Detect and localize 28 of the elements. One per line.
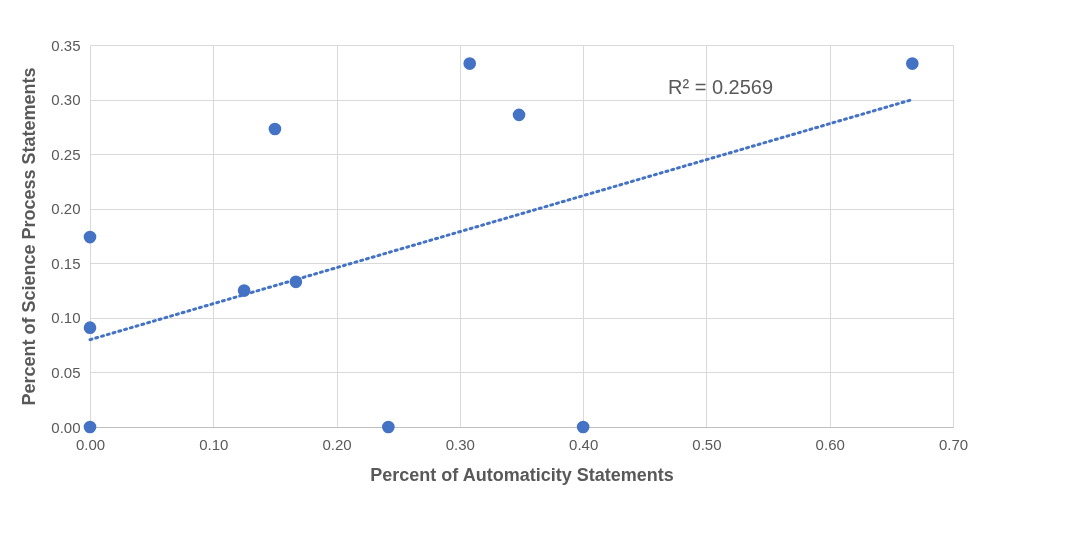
x-tick-label: 0.20 (322, 435, 352, 453)
point (382, 420, 395, 434)
x-tick-label: 0.40 (569, 435, 599, 453)
y-tick-label: 0.10 (51, 309, 81, 327)
point (83, 230, 97, 244)
y-tick-label: 0.15 (51, 254, 81, 272)
x-tick-label: 0.30 (445, 435, 475, 453)
y-tick-label: 0.25 (51, 145, 81, 163)
point (463, 57, 477, 70)
x-axis-title: Percent of Automaticity Statements (370, 464, 674, 485)
x-tick-label: 0.50 (692, 435, 722, 453)
y-tick-label: 0.20 (51, 200, 81, 218)
point (905, 57, 919, 70)
annotation: R² = 0.2569 (668, 76, 774, 98)
y-tick-label: 0.05 (51, 363, 81, 381)
x-tick-label: 0.00 (75, 435, 106, 453)
point (268, 122, 282, 136)
y-tick-label: 0.00 (51, 418, 81, 436)
point (576, 420, 590, 434)
point (83, 321, 97, 334)
y-tick-label: 0.35 (51, 36, 81, 54)
x-tick-label: 0.70 (938, 435, 969, 453)
x-tick-label: 0.60 (815, 435, 845, 453)
y-axis-title: Percent of Science Process Statements (19, 67, 40, 406)
x-tick-label: 0.10 (199, 435, 229, 453)
point (512, 108, 526, 122)
y-tick-label: 0.30 (51, 91, 81, 109)
point (83, 420, 97, 434)
